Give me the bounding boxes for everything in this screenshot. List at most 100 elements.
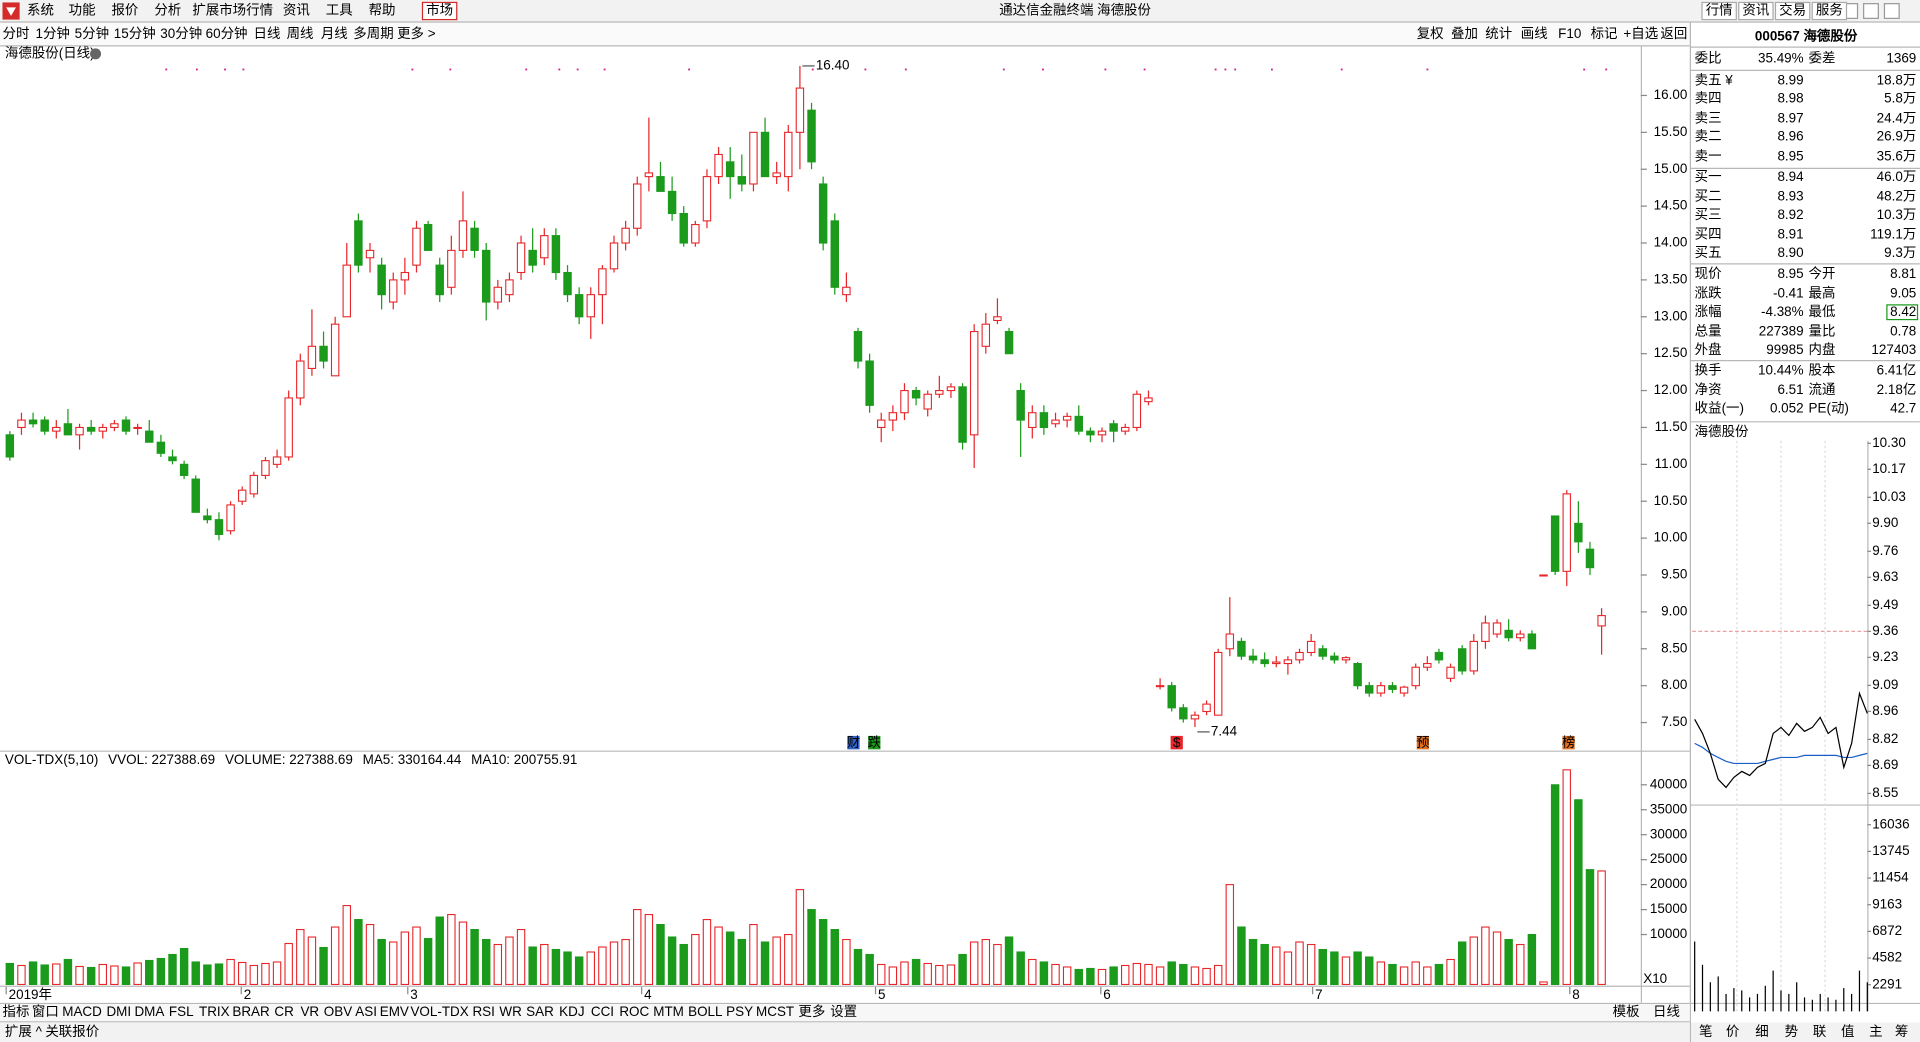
menu-item[interactable]: 资讯 (283, 3, 310, 18)
top-button[interactable]: 资讯 (1742, 3, 1769, 18)
market-button[interactable] (421, 1, 458, 21)
market-label[interactable]: 市场 (426, 2, 453, 18)
period-tab[interactable]: 60分钟 (206, 25, 248, 41)
indicator-tab[interactable]: 指标 (3, 1004, 30, 1019)
mini-tab[interactable]: 细 (1755, 1024, 1768, 1039)
event-icon[interactable] (1416, 735, 1429, 750)
tool-button[interactable]: F10 (1558, 26, 1581, 41)
stat-label: 涨幅 (1695, 304, 1722, 319)
volume-bar (853, 948, 863, 986)
period-tab[interactable]: 更多 > (397, 25, 436, 41)
indicator-tab[interactable]: 设置 (830, 1004, 857, 1019)
tool-button[interactable]: 画线 (1521, 26, 1548, 41)
indicator-tab[interactable]: EMV (380, 1004, 409, 1019)
indicator-tab[interactable]: DMA (134, 1004, 164, 1019)
indicator-tab[interactable]: CCI (591, 1004, 614, 1019)
volume-bar (5, 962, 15, 986)
indicator-tab[interactable]: ASI (355, 1004, 377, 1019)
indicator-tab[interactable]: MCST (756, 1004, 794, 1019)
indicator-tab[interactable]: 更多 (798, 1003, 825, 1019)
menu-item[interactable]: 工具 (326, 3, 353, 18)
indicator-tab[interactable]: FSL (169, 1004, 194, 1019)
mini-tab[interactable]: 联 (1813, 1024, 1826, 1039)
y-tick-label: 15.50 (1654, 124, 1688, 139)
event-icon[interactable] (1170, 735, 1183, 750)
tool-button[interactable]: 返回 (1660, 26, 1687, 41)
period-tab[interactable]: 5分钟 (75, 25, 109, 41)
menu-item[interactable]: 扩展市场行情 (192, 2, 273, 18)
period-tab[interactable]: 30分钟 (160, 25, 202, 41)
indicator-tab[interactable]: TRIX (199, 1004, 230, 1019)
indicator-tab[interactable]: BOLL (688, 1004, 723, 1019)
close[interactable] (1883, 3, 1900, 19)
period-tab[interactable]: 分时 (3, 26, 30, 41)
top-button[interactable]: 行情 (1706, 3, 1733, 18)
top-button[interactable]: 交易 (1779, 2, 1806, 18)
menu-item[interactable]: 帮助 (369, 3, 396, 18)
indicator-tab[interactable]: SAR (526, 1004, 554, 1019)
book-volume: 35.6万 (1877, 148, 1917, 163)
event-icon[interactable] (868, 735, 881, 750)
menu-item[interactable]: 分析 (154, 3, 181, 18)
candle-body (1097, 430, 1107, 436)
tool-button[interactable]: 标记 (1591, 26, 1618, 41)
volume-bar (1539, 981, 1548, 986)
mini-tab[interactable]: 主 (1869, 1024, 1882, 1039)
event-dot (525, 68, 528, 71)
menu-item[interactable]: 功能 (69, 3, 96, 18)
book-price: 8.94 (1777, 169, 1804, 184)
right-tab[interactable]: 日线 (1653, 1004, 1680, 1019)
candle-body (237, 489, 247, 502)
period-tab[interactable]: 多周期 (353, 25, 393, 41)
right-tab[interactable]: 模板 (1613, 1004, 1640, 1019)
period-tab[interactable]: 日线 (254, 26, 281, 41)
candle-body (958, 386, 967, 443)
stat-label: 流通 (1809, 382, 1836, 397)
top-button[interactable]: 服务 (1816, 3, 1843, 18)
event-icon[interactable] (847, 735, 860, 750)
mini-tab[interactable]: 价 (1726, 1024, 1740, 1039)
tool-button[interactable]: 复权 (1417, 25, 1444, 41)
mini-tab[interactable]: 势 (1785, 1024, 1798, 1039)
status-item[interactable]: 关联报价 (45, 1024, 99, 1039)
candle-body (830, 220, 839, 288)
period-tab[interactable]: 月线 (321, 26, 348, 41)
tool-button[interactable]: 叠加 (1451, 26, 1478, 41)
indicator-tab[interactable]: PSY (726, 1004, 753, 1019)
period-tab[interactable]: 1分钟 (35, 25, 69, 41)
status-item[interactable]: 扩展 ^ (5, 1024, 43, 1039)
indicator-tab[interactable]: DMI (106, 1004, 131, 1019)
period-tab[interactable]: 周线 (287, 26, 314, 41)
mini-tab[interactable]: 值 (1841, 1024, 1854, 1039)
menu-item[interactable]: 报价 (111, 3, 138, 18)
indicator-tab[interactable]: KDJ (559, 1004, 584, 1019)
indicator-tab[interactable]: BRAR (232, 1004, 270, 1019)
title-dropdown[interactable] (90, 48, 102, 60)
candle-body (203, 515, 212, 521)
indicator-tab[interactable]: ROC (619, 1004, 649, 1019)
tool-button[interactable]: 统计 (1485, 26, 1512, 41)
volume-bar (1585, 869, 1595, 986)
event-icon[interactable] (1562, 735, 1575, 750)
candle-body (1039, 412, 1049, 429)
mini-tab[interactable]: 筹 (1895, 1023, 1908, 1039)
indicator-tab[interactable]: MACD (62, 1004, 102, 1019)
indicator-tab[interactable]: OBV (324, 1004, 352, 1019)
period-tab[interactable]: 15分钟 (114, 25, 156, 41)
menu-item[interactable]: 系统 (27, 3, 54, 18)
window-title: 通达信金融终端 海德股份 (999, 3, 1151, 18)
indicator-tab[interactable]: VR (300, 1004, 319, 1019)
price-line (1694, 691, 1868, 789)
indicator-tab[interactable]: VOL-TDX (410, 1004, 468, 1019)
tool-button[interactable]: +自选 (1623, 26, 1658, 41)
maximize[interactable] (1863, 3, 1879, 19)
indicator-tab[interactable]: CR (274, 1004, 294, 1019)
indicator-tab[interactable]: RSI (472, 1004, 494, 1019)
volume-bar (981, 938, 991, 986)
candle-body (1062, 415, 1072, 421)
indicator-tab[interactable]: WR (499, 1004, 522, 1019)
mini-tab[interactable]: 笔 (1699, 1024, 1712, 1039)
indicator-tab[interactable]: 窗口 (32, 1003, 59, 1019)
volume-bar (1330, 951, 1339, 986)
indicator-tab[interactable]: MTM (653, 1004, 684, 1019)
